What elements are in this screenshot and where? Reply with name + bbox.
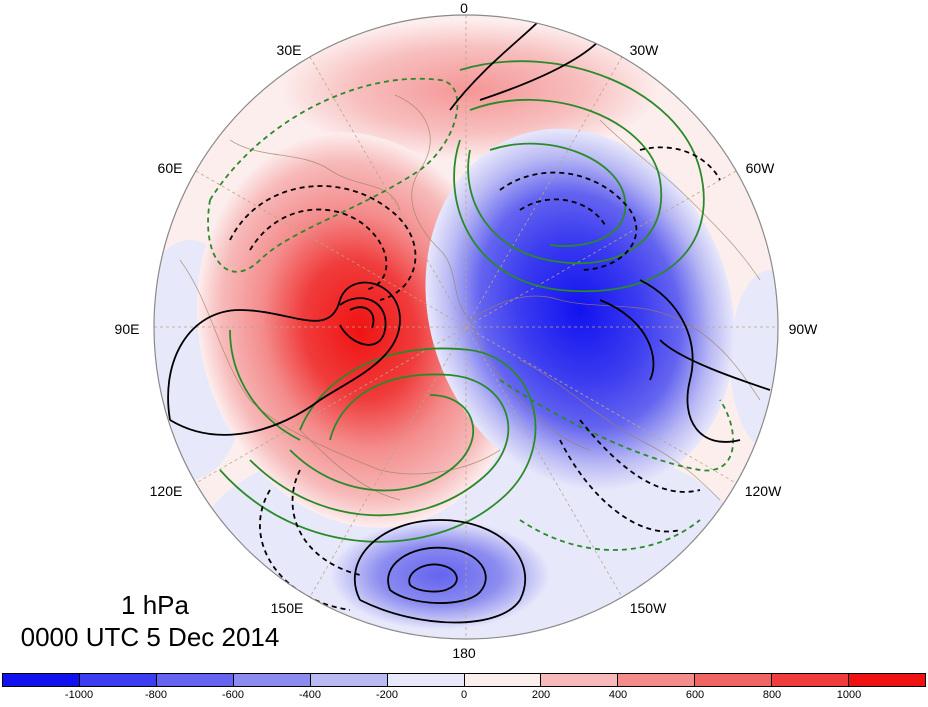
colorbar-segment bbox=[310, 674, 388, 686]
colorbar-segment bbox=[79, 674, 157, 686]
colorbar-segment bbox=[233, 674, 311, 686]
colorbar-tick-label: 1000 bbox=[836, 689, 862, 701]
colorbar-segment bbox=[3, 674, 80, 686]
valid-time-caption: 0000 UTC 5 Dec 2014 bbox=[20, 622, 280, 652]
contours bbox=[167, 19, 771, 624]
graticule bbox=[154, 15, 778, 639]
colorbar-segment bbox=[541, 674, 619, 686]
colorbar-tick-label: -800 bbox=[144, 689, 168, 701]
colorbar-tick-label: 200 bbox=[531, 689, 551, 701]
colorbar-segment bbox=[387, 674, 465, 686]
colorbar-tick-label: -200 bbox=[375, 689, 399, 701]
lon-label-60w: 60W bbox=[745, 160, 775, 176]
pressure-level-caption: 1 hPa bbox=[121, 590, 189, 620]
black-solid-contours bbox=[167, 19, 771, 624]
colorbar-tick-label: -400 bbox=[298, 689, 322, 701]
colorbar-tick-label: 0 bbox=[460, 689, 468, 701]
colorbar-segment bbox=[772, 674, 850, 686]
map-boundary bbox=[153, 14, 779, 640]
green-dashed-contours bbox=[207, 77, 735, 551]
colorbar-tick-label: -1000 bbox=[64, 689, 94, 701]
lon-label-180: 180 bbox=[452, 645, 476, 661]
lon-label-120e: 120E bbox=[149, 483, 183, 499]
colorbar-segment bbox=[156, 674, 234, 686]
lon-label-30e: 30E bbox=[276, 42, 302, 58]
lon-label-30w: 30W bbox=[629, 42, 659, 58]
colorbar-tick-label: 400 bbox=[608, 689, 628, 701]
lon-label-0: 0 bbox=[460, 0, 468, 16]
lon-label-90w: 90W bbox=[788, 321, 818, 337]
colorbar-tick-label: -600 bbox=[221, 689, 245, 701]
shaded-field bbox=[154, 15, 778, 639]
colorbar bbox=[2, 673, 926, 687]
coastlines bbox=[179, 94, 761, 501]
blue-anomaly-pacific bbox=[330, 520, 550, 630]
lon-label-90e: 90E bbox=[114, 321, 140, 337]
colorbar-tick-label: 600 bbox=[685, 689, 705, 701]
colorbar-tick-label: 800 bbox=[762, 689, 782, 701]
black-dashed-contours bbox=[229, 146, 721, 611]
colorbar-segment bbox=[695, 674, 773, 686]
colorbar-segment bbox=[464, 674, 542, 686]
colorbar-segment bbox=[849, 674, 926, 686]
colorbar-segment bbox=[618, 674, 696, 686]
lon-label-150w: 150W bbox=[629, 600, 667, 616]
green-contours bbox=[219, 60, 705, 543]
lon-label-60e: 60E bbox=[157, 160, 183, 176]
lon-label-150e: 150E bbox=[270, 600, 304, 616]
lon-label-120w: 120W bbox=[744, 483, 782, 499]
